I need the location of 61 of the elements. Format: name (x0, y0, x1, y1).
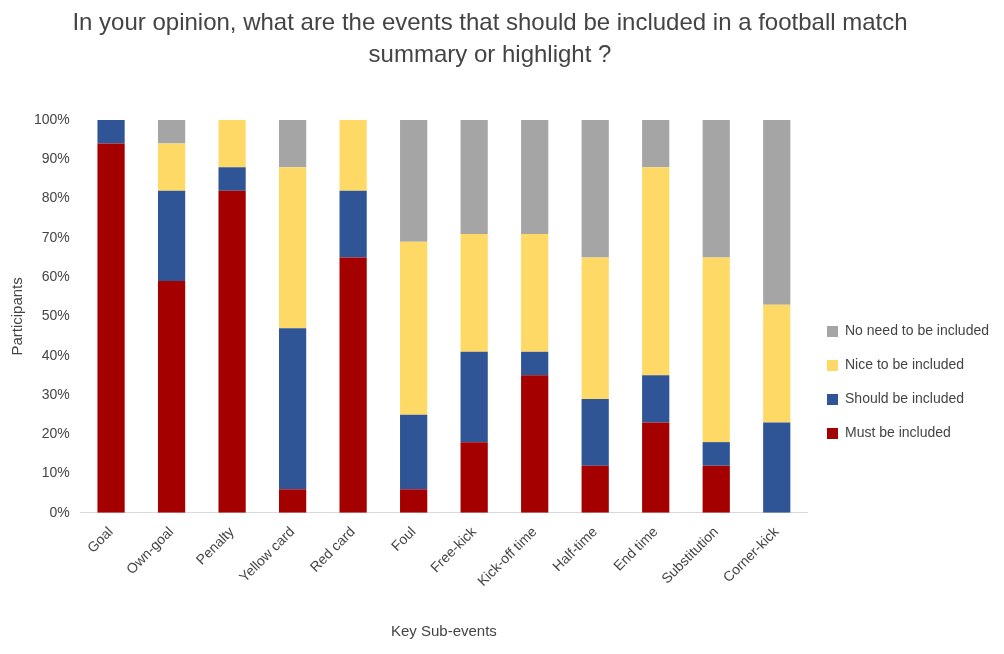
bar (218, 190, 246, 513)
bar (581, 465, 609, 513)
bar (97, 143, 125, 513)
y-tick-label: 80% (41, 189, 70, 206)
bar (460, 233, 488, 352)
legend-label: Nice to be included (845, 356, 965, 373)
bar (763, 304, 791, 423)
bar (157, 190, 186, 282)
bar (702, 465, 730, 513)
y-tick-label: 90% (41, 150, 70, 167)
bar (460, 442, 488, 513)
y-tick-label: 0% (49, 503, 70, 520)
bar (157, 281, 186, 513)
bar (339, 190, 367, 258)
y-tick-label: 10% (41, 464, 70, 481)
bar (581, 257, 609, 399)
bar (218, 167, 246, 191)
bar (642, 375, 670, 423)
bar (521, 375, 549, 513)
bar (97, 120, 125, 144)
bar (279, 489, 307, 513)
bar (400, 489, 428, 513)
y-tick-label: 30% (41, 385, 70, 402)
bar (218, 120, 246, 168)
y-tick-label: 60% (41, 268, 70, 284)
bar (279, 120, 307, 168)
bar (460, 120, 488, 234)
bar (642, 422, 670, 513)
bar (339, 257, 367, 513)
bar (400, 414, 428, 490)
bar (157, 120, 186, 144)
bar (702, 442, 730, 466)
x-axis-title: Key Sub-events (390, 622, 497, 640)
bar (642, 120, 670, 168)
bar (279, 328, 307, 490)
y-tick-label: 50% (41, 307, 70, 324)
bar (460, 351, 488, 443)
bar (763, 120, 791, 305)
bar (400, 241, 428, 415)
bar (157, 143, 186, 191)
y-tick-label: 20% (41, 425, 70, 442)
bar (521, 233, 549, 352)
y-tick-label: 100% (33, 110, 70, 127)
bar (581, 398, 609, 466)
legend-label: No need to be included (845, 322, 989, 339)
y-tick-label: 70% (41, 228, 70, 245)
bar (581, 120, 609, 258)
bar (702, 257, 730, 443)
bar (521, 120, 549, 234)
legend-label: Must be included (845, 424, 951, 441)
bar (642, 167, 670, 376)
bar (400, 120, 428, 242)
bar (521, 351, 549, 376)
y-axis-title: Participants (8, 277, 26, 356)
legend-label: Should be included (845, 390, 965, 407)
bar (702, 120, 730, 258)
bar (339, 120, 367, 191)
chart-title: In your opinion, what are the events that should be included in a football match summary or highlight ? (71, 7, 909, 69)
y-tick-label: 40% (41, 346, 70, 363)
bar (279, 167, 307, 329)
bar (763, 422, 791, 513)
